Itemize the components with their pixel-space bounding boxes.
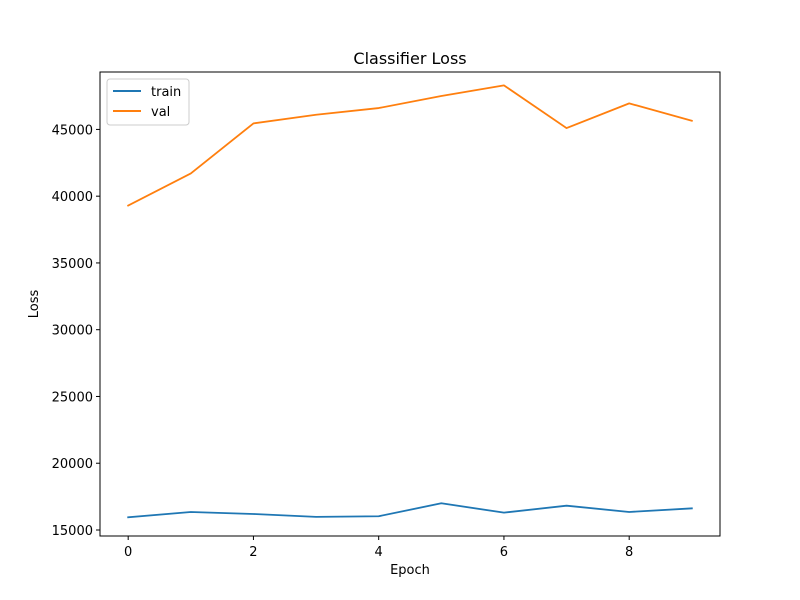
y-axis-label: Loss: [27, 290, 42, 319]
series-line-val: [126, 84, 693, 207]
y-tick-label: 45000: [52, 123, 93, 138]
y-tick-label: 30000: [52, 324, 93, 339]
series-line-train: [127, 502, 693, 519]
x-tick-label: 6: [500, 545, 508, 560]
y-axis-ticks: 15000 20000 25000 30000 35000 40000 45000: [52, 123, 100, 539]
x-tick-label: 8: [625, 545, 633, 560]
y-tick-label: 25000: [52, 390, 93, 405]
series-lines: [126, 84, 693, 519]
legend-label-train: train: [151, 85, 181, 100]
legend: train val: [106, 78, 190, 126]
y-tick-label: 40000: [52, 190, 93, 205]
x-axis-label: Epoch: [390, 563, 430, 578]
y-tick-label: 20000: [52, 457, 93, 472]
y-tick-label: 15000: [52, 524, 93, 539]
plot-area: [99, 71, 721, 537]
x-tick-label: 2: [249, 545, 257, 560]
y-tick-label: 35000: [52, 257, 93, 272]
chart-title: Classifier Loss: [353, 49, 466, 68]
x-tick-label: 4: [375, 545, 383, 560]
x-axis-ticks: 0 2 4 6 8: [124, 536, 633, 560]
legend-label-val: val: [151, 105, 170, 120]
x-tick-label: 0: [124, 545, 132, 560]
